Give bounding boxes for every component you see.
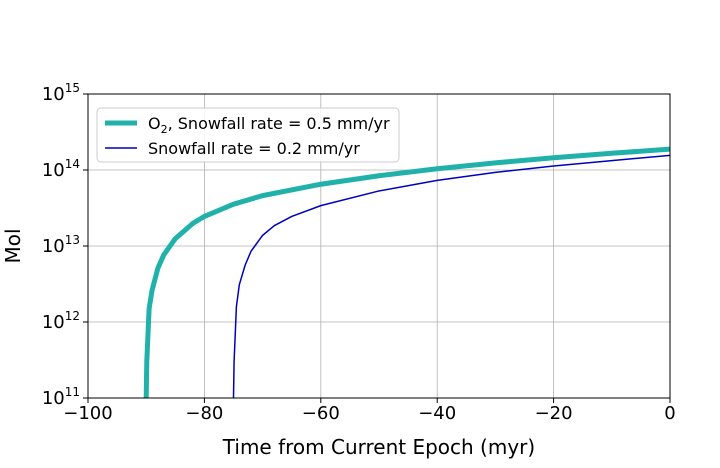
y-tick-label: 1015 — [42, 81, 80, 105]
legend-label-2: Snowfall rate = 0.2 mm/yr — [148, 139, 360, 158]
y-tick-label: 1011 — [42, 385, 80, 409]
x-tick-label: −80 — [185, 403, 223, 424]
plot-lines — [143, 146, 671, 399]
legend-subscript: 2 — [161, 123, 168, 136]
x-tick-label: 0 — [664, 403, 675, 424]
legend-box — [96, 107, 400, 163]
legend: O2, Snowfall rate = 0.5 mm/yr Snowfall ra… — [96, 107, 400, 163]
y-tick-exponent: 11 — [65, 385, 80, 399]
x-tick-label: −60 — [302, 403, 340, 424]
series-line-1 — [143, 146, 671, 399]
y-tick-label: 1013 — [42, 233, 80, 257]
y-tick-exponent: 15 — [65, 81, 80, 95]
x-tick-label: −20 — [535, 403, 573, 424]
y-tick-exponent: 12 — [65, 309, 80, 323]
x-tick-label: −40 — [418, 403, 456, 424]
legend-label-rest: , Snowfall rate = 0.5 mm/yr — [168, 114, 390, 133]
series-line-2 — [232, 154, 671, 399]
y-tick-exponent: 14 — [65, 157, 80, 171]
y-axis-label: Mol — [1, 228, 25, 263]
y-tick-exponent: 13 — [65, 233, 80, 247]
x-axis-label: Time from Current Epoch (myr) — [222, 435, 535, 459]
y-tick-label: 1012 — [42, 309, 80, 333]
x-tick-label: −100 — [63, 403, 112, 424]
legend-label-1: O2, Snowfall rate = 0.5 mm/yr — [148, 114, 390, 136]
